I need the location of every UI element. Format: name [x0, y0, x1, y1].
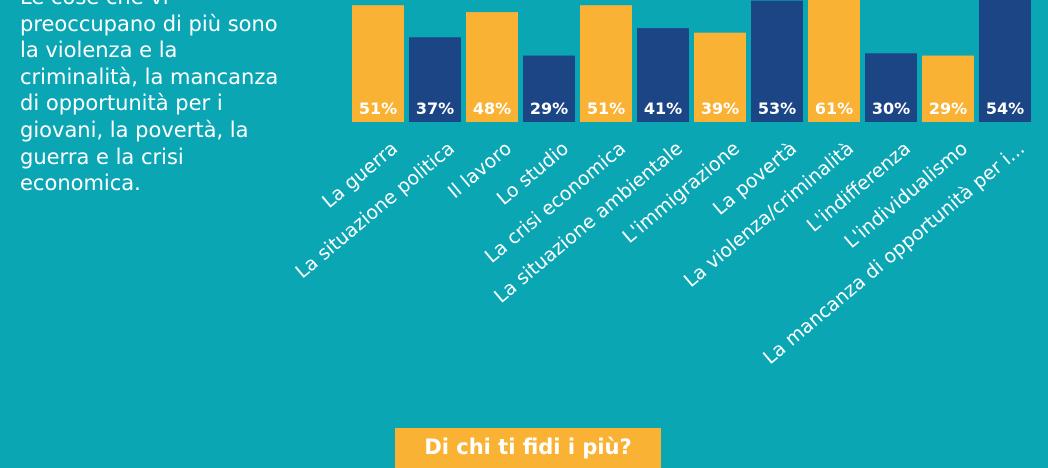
intro-line: economica.	[20, 171, 141, 196]
intro-line: preoccupano di più sono	[20, 11, 278, 36]
bar	[466, 12, 518, 122]
bar	[409, 37, 461, 122]
bar	[523, 55, 575, 123]
intro-line: di opportunità per i	[20, 91, 223, 116]
intro-line: criminalità, la mancanza	[20, 64, 279, 89]
value-label: 37%	[416, 99, 454, 118]
intro-line: guerra e la crisi	[20, 144, 184, 169]
value-label: 41%	[644, 99, 682, 118]
value-label: 51%	[359, 99, 397, 118]
bar	[979, 0, 1031, 123]
bar	[751, 0, 803, 123]
intro-line: Le cose che vi	[20, 0, 340, 11]
value-label: 61%	[815, 99, 853, 118]
value-label: 51%	[587, 99, 625, 118]
bar	[865, 53, 917, 122]
value-label: 30%	[872, 99, 910, 118]
intro-line: giovani, la povertà, la	[20, 117, 249, 142]
bar	[637, 28, 689, 122]
section-button[interactable]: Di chi ti fidi i più?	[395, 428, 661, 468]
value-label: 39%	[701, 99, 739, 118]
category-label: La mancanza di opportunità per i...	[759, 137, 1029, 368]
bar	[580, 5, 632, 123]
bar	[808, 0, 860, 123]
bar	[694, 32, 746, 122]
value-label: 54%	[986, 99, 1024, 118]
value-label: 48%	[473, 99, 511, 118]
intro-line: la violenza e la	[20, 38, 178, 63]
value-label: 29%	[530, 99, 568, 118]
bar	[352, 5, 404, 123]
value-label: 29%	[929, 99, 967, 118]
intro-text: Le cose che vipreoccupano di più sonola …	[20, 0, 340, 197]
bar	[922, 55, 974, 123]
value-label: 53%	[758, 99, 796, 118]
